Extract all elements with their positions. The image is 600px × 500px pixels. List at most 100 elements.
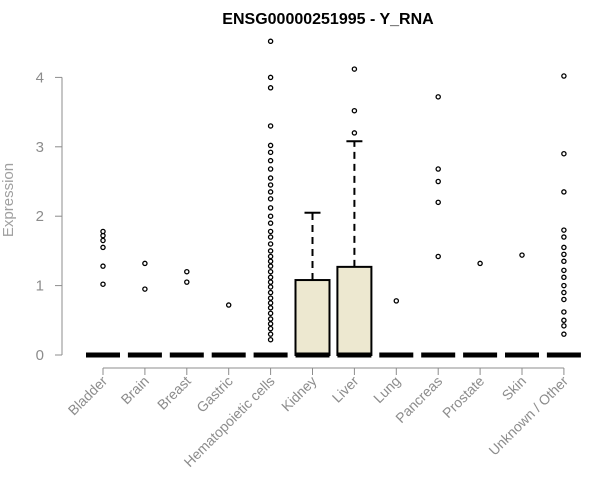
outlier-point (561, 251, 567, 258)
box-group (211, 302, 246, 358)
x-tick-label: Unknown / Other (485, 373, 571, 459)
plot-area (86, 38, 581, 358)
box-group (294, 211, 331, 358)
outlier-point (267, 157, 274, 164)
outlier-point (267, 284, 274, 290)
outlier-point (100, 244, 106, 251)
outlier-point (267, 268, 274, 275)
outlier-point (267, 331, 274, 337)
x-tick-label: Prostate (439, 373, 487, 421)
outlier-point (267, 289, 274, 296)
y-tick-label: 4 (36, 69, 44, 86)
outlier-point (561, 267, 567, 274)
box-group (169, 268, 204, 358)
outlier-point (267, 189, 274, 195)
outlier-point (561, 309, 567, 315)
outlier-point (267, 220, 274, 226)
outlier-point (267, 263, 274, 269)
outlier-point (351, 130, 358, 136)
outlier-point (561, 282, 567, 289)
x-tick-label: Kidney (278, 373, 320, 415)
outlier-point (267, 336, 274, 343)
outlier-point (435, 253, 441, 260)
outlier-point (267, 196, 274, 202)
outlier-point (142, 286, 148, 292)
outlier-point (393, 298, 400, 304)
outlier-point (267, 248, 274, 254)
outlier-point (184, 279, 190, 285)
outlier-point (267, 213, 274, 219)
outlier-point (561, 150, 567, 157)
outlier-point (267, 316, 274, 322)
outlier-point (351, 66, 358, 72)
box-group (336, 66, 373, 358)
y-axis: 0 1 2 3 4 (36, 69, 63, 364)
x-tick-label: Bladder (65, 373, 111, 419)
chart-title: ENSG00000251995 - Y_RNA (222, 11, 434, 28)
outlier-point (267, 241, 274, 247)
box-group (379, 298, 414, 358)
box-group (421, 94, 456, 358)
outlier-point (267, 295, 274, 301)
outlier-point (435, 199, 441, 206)
x-tick-label: Brain (118, 373, 152, 407)
outlier-point (561, 289, 567, 296)
outlier-point (561, 234, 567, 240)
outlier-point (267, 175, 274, 181)
outlier-point (267, 205, 274, 211)
outlier-point (351, 107, 358, 114)
y-tick-label: 1 (36, 278, 44, 295)
box-group (127, 260, 162, 358)
outlier-point (561, 73, 567, 79)
outlier-point (267, 74, 274, 81)
outlier-point (267, 321, 274, 327)
box-group (86, 228, 120, 358)
outlier-point (100, 228, 106, 235)
outlier-point (267, 166, 274, 172)
box-group (505, 252, 539, 358)
box-rect (294, 279, 331, 357)
outlier-point (267, 310, 274, 317)
outlier-point (267, 274, 274, 281)
outlier-point (100, 281, 106, 287)
outlier-point (435, 94, 441, 100)
outlier-point (267, 123, 274, 129)
outlier-point (561, 227, 567, 233)
outlier-point (477, 260, 483, 267)
outlier-point (561, 331, 567, 337)
outlier-point (100, 237, 106, 244)
outlier-point (184, 268, 190, 275)
y-tick-label: 0 (36, 347, 44, 364)
x-tick-label: Breast (154, 373, 194, 413)
y-tick-label: 2 (36, 208, 44, 225)
outlier-point (561, 317, 567, 324)
x-tick-label: Lung (370, 373, 403, 406)
outlier-point (561, 323, 567, 329)
outlier-point (435, 178, 441, 185)
box-group (253, 38, 288, 358)
outlier-point (267, 149, 274, 156)
outlier-point (267, 258, 274, 265)
outlier-point (142, 260, 148, 267)
outlier-point (267, 38, 274, 45)
y-axis-label: Expression (0, 163, 17, 237)
outlier-point (267, 253, 274, 260)
box-rect (336, 265, 373, 356)
outlier-point (267, 85, 274, 91)
outlier-point (267, 300, 274, 306)
outlier-point (225, 302, 232, 308)
outlier-point (267, 142, 274, 149)
outlier-point (561, 296, 567, 303)
box-group (546, 73, 581, 358)
box-group (463, 260, 498, 358)
x-tick-label: Skin (499, 373, 530, 404)
outlier-point (267, 182, 274, 188)
outlier-point (267, 234, 274, 240)
outlier-point (561, 189, 567, 195)
x-tick-label: Liver (329, 373, 362, 406)
outlier-point (267, 228, 274, 235)
x-tick-label: Pancreas (392, 373, 445, 426)
y-tick-label: 3 (36, 139, 44, 156)
outlier-point (267, 305, 274, 311)
